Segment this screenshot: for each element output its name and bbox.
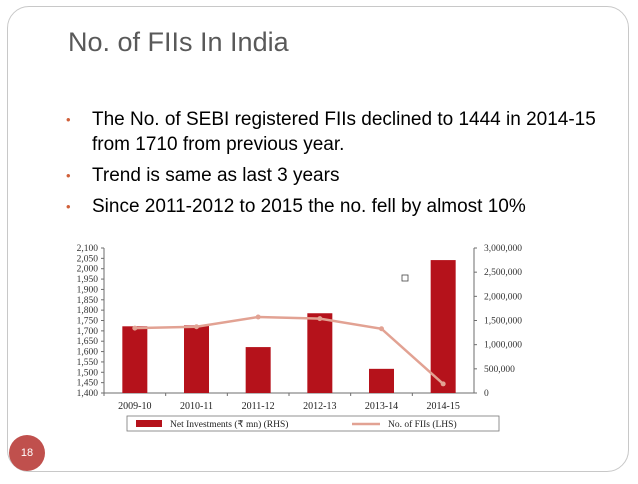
bar-net-investment (246, 347, 271, 393)
x-tick-label: 2009-10 (118, 401, 151, 412)
legend-bar-swatch (136, 420, 162, 427)
line-point (256, 314, 261, 319)
line-point (379, 326, 384, 331)
left-tick-label: 1,400 (77, 389, 99, 399)
right-tick-label: 500,000 (484, 365, 515, 375)
left-tick-label: 1,950 (77, 275, 99, 285)
bar-net-investment (369, 369, 394, 393)
x-tick-label: 2012-13 (303, 401, 336, 412)
left-tick-label: 2,100 (77, 244, 99, 254)
right-tick-label: 2,500,000 (484, 268, 522, 278)
right-tick-label: 1,500,000 (484, 317, 522, 327)
right-tick-label: 3,000,000 (484, 244, 522, 254)
slide-number: 18 (9, 435, 45, 471)
left-tick-label: 1,650 (77, 337, 99, 347)
bar-net-investment (184, 325, 209, 393)
line-point (132, 326, 137, 331)
line-point (194, 324, 199, 329)
left-tick-label: 1,900 (77, 285, 99, 295)
left-tick-label: 1,450 (77, 379, 99, 389)
x-tick-label: 2013-14 (365, 401, 398, 412)
right-tick-label: 0 (484, 389, 489, 399)
left-tick-label: 1,500 (77, 368, 99, 378)
left-tick-label: 1,750 (77, 317, 99, 327)
bar-net-investment (431, 260, 456, 393)
legend-label-bars: Net Investments (₹ mn) (RHS) (170, 419, 288, 430)
right-tick-label: 1,000,000 (484, 341, 522, 351)
left-tick-label: 1,850 (77, 296, 99, 306)
bar-net-investment (122, 326, 147, 393)
chart-svg: 1,4001,4501,5001,5501,6001,6501,7001,750… (0, 0, 638, 479)
left-tick-label: 1,700 (77, 327, 99, 337)
x-tick-label: 2014-15 (426, 401, 459, 412)
left-tick-label: 2,050 (77, 254, 99, 264)
fii-chart: 1,400 1,450 1,500 1,550 1,600 1,650 1,700 1,750… (0, 0, 638, 479)
x-tick-label: 2010-11 (180, 401, 213, 412)
left-tick-label: 1,800 (77, 306, 99, 316)
line-point (441, 381, 446, 386)
legend-label-line: No. of FIIs (LHS) (388, 419, 457, 430)
bar-net-investment (307, 313, 332, 393)
left-tick-label: 2,000 (77, 265, 99, 275)
x-tick-label: 2011-12 (242, 401, 275, 412)
line-point (317, 316, 322, 321)
marker-square (402, 275, 408, 281)
left-tick-label: 1,600 (77, 348, 99, 358)
right-tick-label: 2,000,000 (484, 292, 522, 302)
left-tick-label: 1,550 (77, 358, 99, 368)
line-fii-count (135, 317, 443, 384)
